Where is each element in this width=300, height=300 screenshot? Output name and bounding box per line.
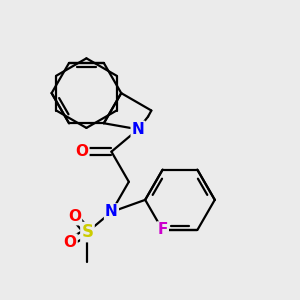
Text: O: O (64, 235, 76, 250)
Text: O: O (75, 144, 88, 159)
Text: F: F (158, 223, 168, 238)
Text: N: N (105, 204, 118, 219)
Text: O: O (68, 209, 81, 224)
Text: S: S (81, 223, 93, 241)
Text: N: N (132, 122, 145, 137)
